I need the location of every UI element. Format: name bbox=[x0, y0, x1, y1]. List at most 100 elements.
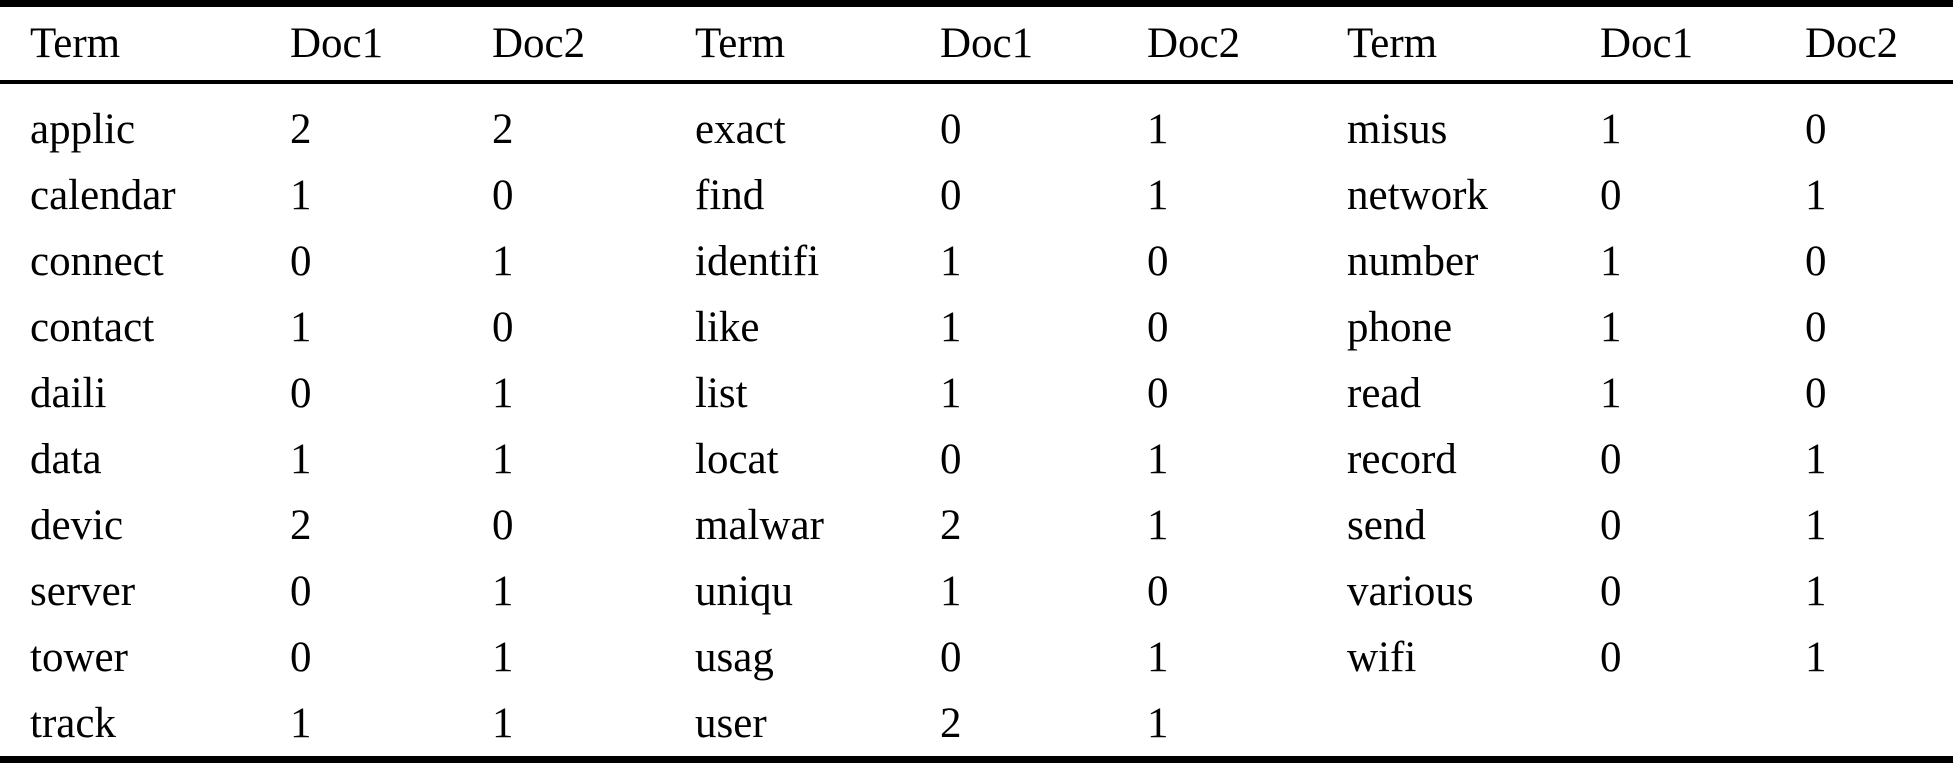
table-row: track 1 1 user 2 1 bbox=[0, 690, 1953, 756]
cell-doc1: 0 bbox=[290, 567, 312, 615]
cell-doc2: 1 bbox=[1147, 501, 1169, 549]
cell-doc1: 1 bbox=[940, 567, 962, 615]
cell-term: identifi bbox=[695, 237, 820, 285]
cell-term: contact bbox=[30, 303, 155, 351]
cell-doc2: 1 bbox=[1805, 633, 1827, 681]
cell-doc2: 1 bbox=[1147, 435, 1169, 483]
cell-doc1: 1 bbox=[1600, 303, 1622, 351]
table-header-row: Term Doc1 Doc2 Term Doc1 Doc2 Term Doc1 … bbox=[0, 7, 1953, 80]
cell-doc1: 0 bbox=[1600, 435, 1622, 483]
cell-term: locat bbox=[695, 435, 779, 483]
cell-doc2: 1 bbox=[1805, 171, 1827, 219]
cell-doc1: 0 bbox=[1600, 171, 1622, 219]
cell-term: malwar bbox=[695, 501, 824, 549]
cell-doc1: 1 bbox=[1600, 369, 1622, 417]
table-top-rule bbox=[0, 0, 1953, 7]
cell-term: read bbox=[1347, 369, 1421, 417]
cell-term: daili bbox=[30, 369, 107, 417]
cell-doc1: 0 bbox=[1600, 633, 1622, 681]
cell-doc1: 1 bbox=[1600, 237, 1622, 285]
cell-term: connect bbox=[30, 237, 164, 285]
cell-term: network bbox=[1347, 171, 1488, 219]
cell-doc2: 1 bbox=[492, 633, 514, 681]
cell-doc2: 0 bbox=[1805, 237, 1827, 285]
cell-doc1: 1 bbox=[290, 303, 312, 351]
cell-doc2: 1 bbox=[1805, 567, 1827, 615]
cell-doc1: 0 bbox=[1600, 501, 1622, 549]
header-doc1-g2: Doc1 bbox=[940, 20, 1034, 67]
table-body: applic 2 2 exact 0 1 misus 1 0 calendar … bbox=[0, 84, 1953, 756]
table-row: applic 2 2 exact 0 1 misus 1 0 bbox=[0, 96, 1953, 162]
table-row: contact 1 0 like 1 0 phone 1 0 bbox=[0, 294, 1953, 360]
cell-term: applic bbox=[30, 105, 136, 153]
cell-doc1: 0 bbox=[940, 105, 962, 153]
table-row: tower 0 1 usag 0 1 wifi 0 1 bbox=[0, 624, 1953, 690]
table-row: daili 0 1 list 1 0 read 1 0 bbox=[0, 360, 1953, 426]
cell-doc2: 1 bbox=[492, 567, 514, 615]
cell-doc1: 0 bbox=[290, 633, 312, 681]
cell-doc2: 1 bbox=[1147, 633, 1169, 681]
cell-doc1: 0 bbox=[940, 171, 962, 219]
header-doc2-g3: Doc2 bbox=[1805, 20, 1899, 67]
cell-doc1: 2 bbox=[940, 501, 962, 549]
cell-doc2: 1 bbox=[1147, 699, 1169, 747]
cell-term: track bbox=[30, 699, 116, 747]
cell-doc1: 0 bbox=[940, 435, 962, 483]
header-term-g3: Term bbox=[1347, 20, 1438, 67]
header-doc1-g3: Doc1 bbox=[1600, 20, 1694, 67]
cell-doc1: 0 bbox=[290, 237, 312, 285]
cell-term: number bbox=[1347, 237, 1479, 285]
cell-term: wifi bbox=[1347, 633, 1417, 681]
cell-doc1: 0 bbox=[1600, 567, 1622, 615]
cell-term: record bbox=[1347, 435, 1457, 483]
table-bottom-rule bbox=[0, 756, 1953, 763]
header-term-g1: Term bbox=[30, 20, 121, 67]
header-doc2-g1: Doc2 bbox=[492, 20, 586, 67]
cell-doc1: 1 bbox=[290, 171, 312, 219]
cell-doc1: 1 bbox=[940, 303, 962, 351]
cell-doc2: 1 bbox=[1147, 171, 1169, 219]
cell-term: find bbox=[695, 171, 765, 219]
cell-doc2: 0 bbox=[1805, 303, 1827, 351]
cell-doc2: 1 bbox=[1805, 501, 1827, 549]
cell-term: send bbox=[1347, 501, 1426, 549]
cell-doc2: 0 bbox=[492, 171, 514, 219]
cell-term: uniqu bbox=[695, 567, 793, 615]
cell-doc2: 0 bbox=[1147, 567, 1169, 615]
cell-doc1: 2 bbox=[940, 699, 962, 747]
cell-doc2: 1 bbox=[1147, 105, 1169, 153]
table-row: connect 0 1 identifi 1 0 number 1 0 bbox=[0, 228, 1953, 294]
cell-doc1: 2 bbox=[290, 501, 312, 549]
cell-doc2: 0 bbox=[492, 303, 514, 351]
cell-doc2: 0 bbox=[1805, 105, 1827, 153]
cell-doc2: 1 bbox=[492, 237, 514, 285]
table-row: data 1 1 locat 0 1 record 0 1 bbox=[0, 426, 1953, 492]
cell-term: usag bbox=[695, 633, 774, 681]
cell-term: devic bbox=[30, 501, 124, 549]
cell-doc1: 0 bbox=[290, 369, 312, 417]
cell-term: various bbox=[1347, 567, 1474, 615]
cell-doc1: 1 bbox=[940, 369, 962, 417]
cell-term: misus bbox=[1347, 105, 1448, 153]
cell-doc1: 1 bbox=[290, 435, 312, 483]
cell-term: data bbox=[30, 435, 102, 483]
cell-doc1: 1 bbox=[290, 699, 312, 747]
table-row: server 0 1 uniqu 1 0 various 0 1 bbox=[0, 558, 1953, 624]
cell-doc2: 2 bbox=[492, 105, 514, 153]
header-term-g2: Term bbox=[695, 20, 786, 67]
cell-doc2: 0 bbox=[492, 501, 514, 549]
cell-term: tower bbox=[30, 633, 128, 681]
cell-doc2: 1 bbox=[492, 699, 514, 747]
header-doc1-g1: Doc1 bbox=[290, 20, 384, 67]
cell-doc2: 0 bbox=[1147, 303, 1169, 351]
cell-doc2: 0 bbox=[1147, 237, 1169, 285]
cell-doc2: 1 bbox=[492, 435, 514, 483]
cell-doc2: 1 bbox=[1805, 435, 1827, 483]
table-header-rule bbox=[0, 80, 1953, 84]
cell-doc2: 0 bbox=[1147, 369, 1169, 417]
cell-doc1: 2 bbox=[290, 105, 312, 153]
cell-doc2: 1 bbox=[492, 369, 514, 417]
cell-term: user bbox=[695, 699, 767, 747]
header-doc2-g2: Doc2 bbox=[1147, 20, 1241, 67]
